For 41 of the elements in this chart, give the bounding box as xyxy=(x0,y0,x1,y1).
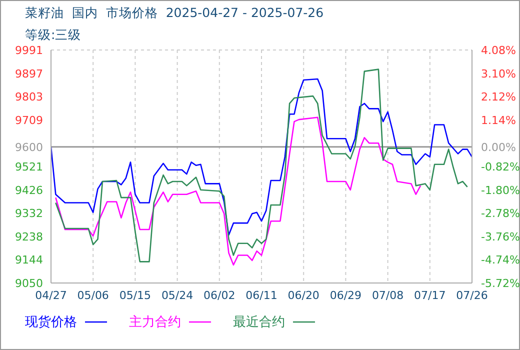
legend-label: 主力合约 xyxy=(129,314,181,331)
y-tick-label: 9050 xyxy=(15,277,43,290)
y2-tick-label: -4.74% xyxy=(481,254,520,267)
y2-tick-label: -1.80% xyxy=(481,184,520,197)
y-tick-label: 9238 xyxy=(15,230,43,244)
line-series xyxy=(55,68,468,262)
y-tick-label: 9521 xyxy=(15,160,43,174)
x-tick-label: 06/11 xyxy=(246,288,278,302)
y-tick-label: 9803 xyxy=(15,90,43,104)
y2-tick-label: 0.00% xyxy=(481,141,516,154)
x-tick-label: 07/17 xyxy=(414,288,446,302)
legend-label: 最近合约 xyxy=(233,314,285,331)
y2-tick-label: -0.82% xyxy=(481,160,520,174)
chart-subtitle: 等级:三级 xyxy=(25,27,82,44)
x-tick-label: 06/20 xyxy=(288,288,320,302)
y2-tick-label: -5.72% xyxy=(481,277,520,290)
chart-title: 菜籽油 国内 市场价格 2025-04-27 - 2025-07-26 xyxy=(25,5,324,22)
x-tick-label: 07/26 xyxy=(456,288,488,302)
y2-tick-label: -2.78% xyxy=(481,207,520,220)
line-series xyxy=(55,116,422,266)
y-tick-label: 9897 xyxy=(15,67,43,80)
x-tick-label: 06/29 xyxy=(330,288,362,302)
x-tick-label: 05/24 xyxy=(161,288,194,302)
y-tick-label: 9144 xyxy=(15,254,43,267)
x-tick-label: 04/27 xyxy=(35,288,67,302)
y-tick-label: 9600 xyxy=(15,140,43,154)
y-tick-label: 9426 xyxy=(15,184,43,197)
x-tick-label: 07/08 xyxy=(372,288,404,302)
x-tick-label: 06/02 xyxy=(204,288,236,302)
y2-tick-label: 3.10% xyxy=(481,67,516,80)
y2-tick-label: 4.08% xyxy=(481,44,516,57)
y2-tick-label: 2.12% xyxy=(481,90,516,104)
y-tick-label: 9709 xyxy=(15,114,43,127)
y-tick-label: 9332 xyxy=(15,207,43,220)
y-tick-label: 9991 xyxy=(15,44,43,57)
y2-tick-label: 1.14% xyxy=(481,114,516,127)
y2-tick-label: -3.76% xyxy=(481,230,520,244)
line-series xyxy=(51,78,472,236)
x-tick-label: 05/15 xyxy=(119,288,152,302)
x-tick-label: 05/06 xyxy=(77,288,109,302)
legend-label: 现货价格 xyxy=(25,314,77,331)
